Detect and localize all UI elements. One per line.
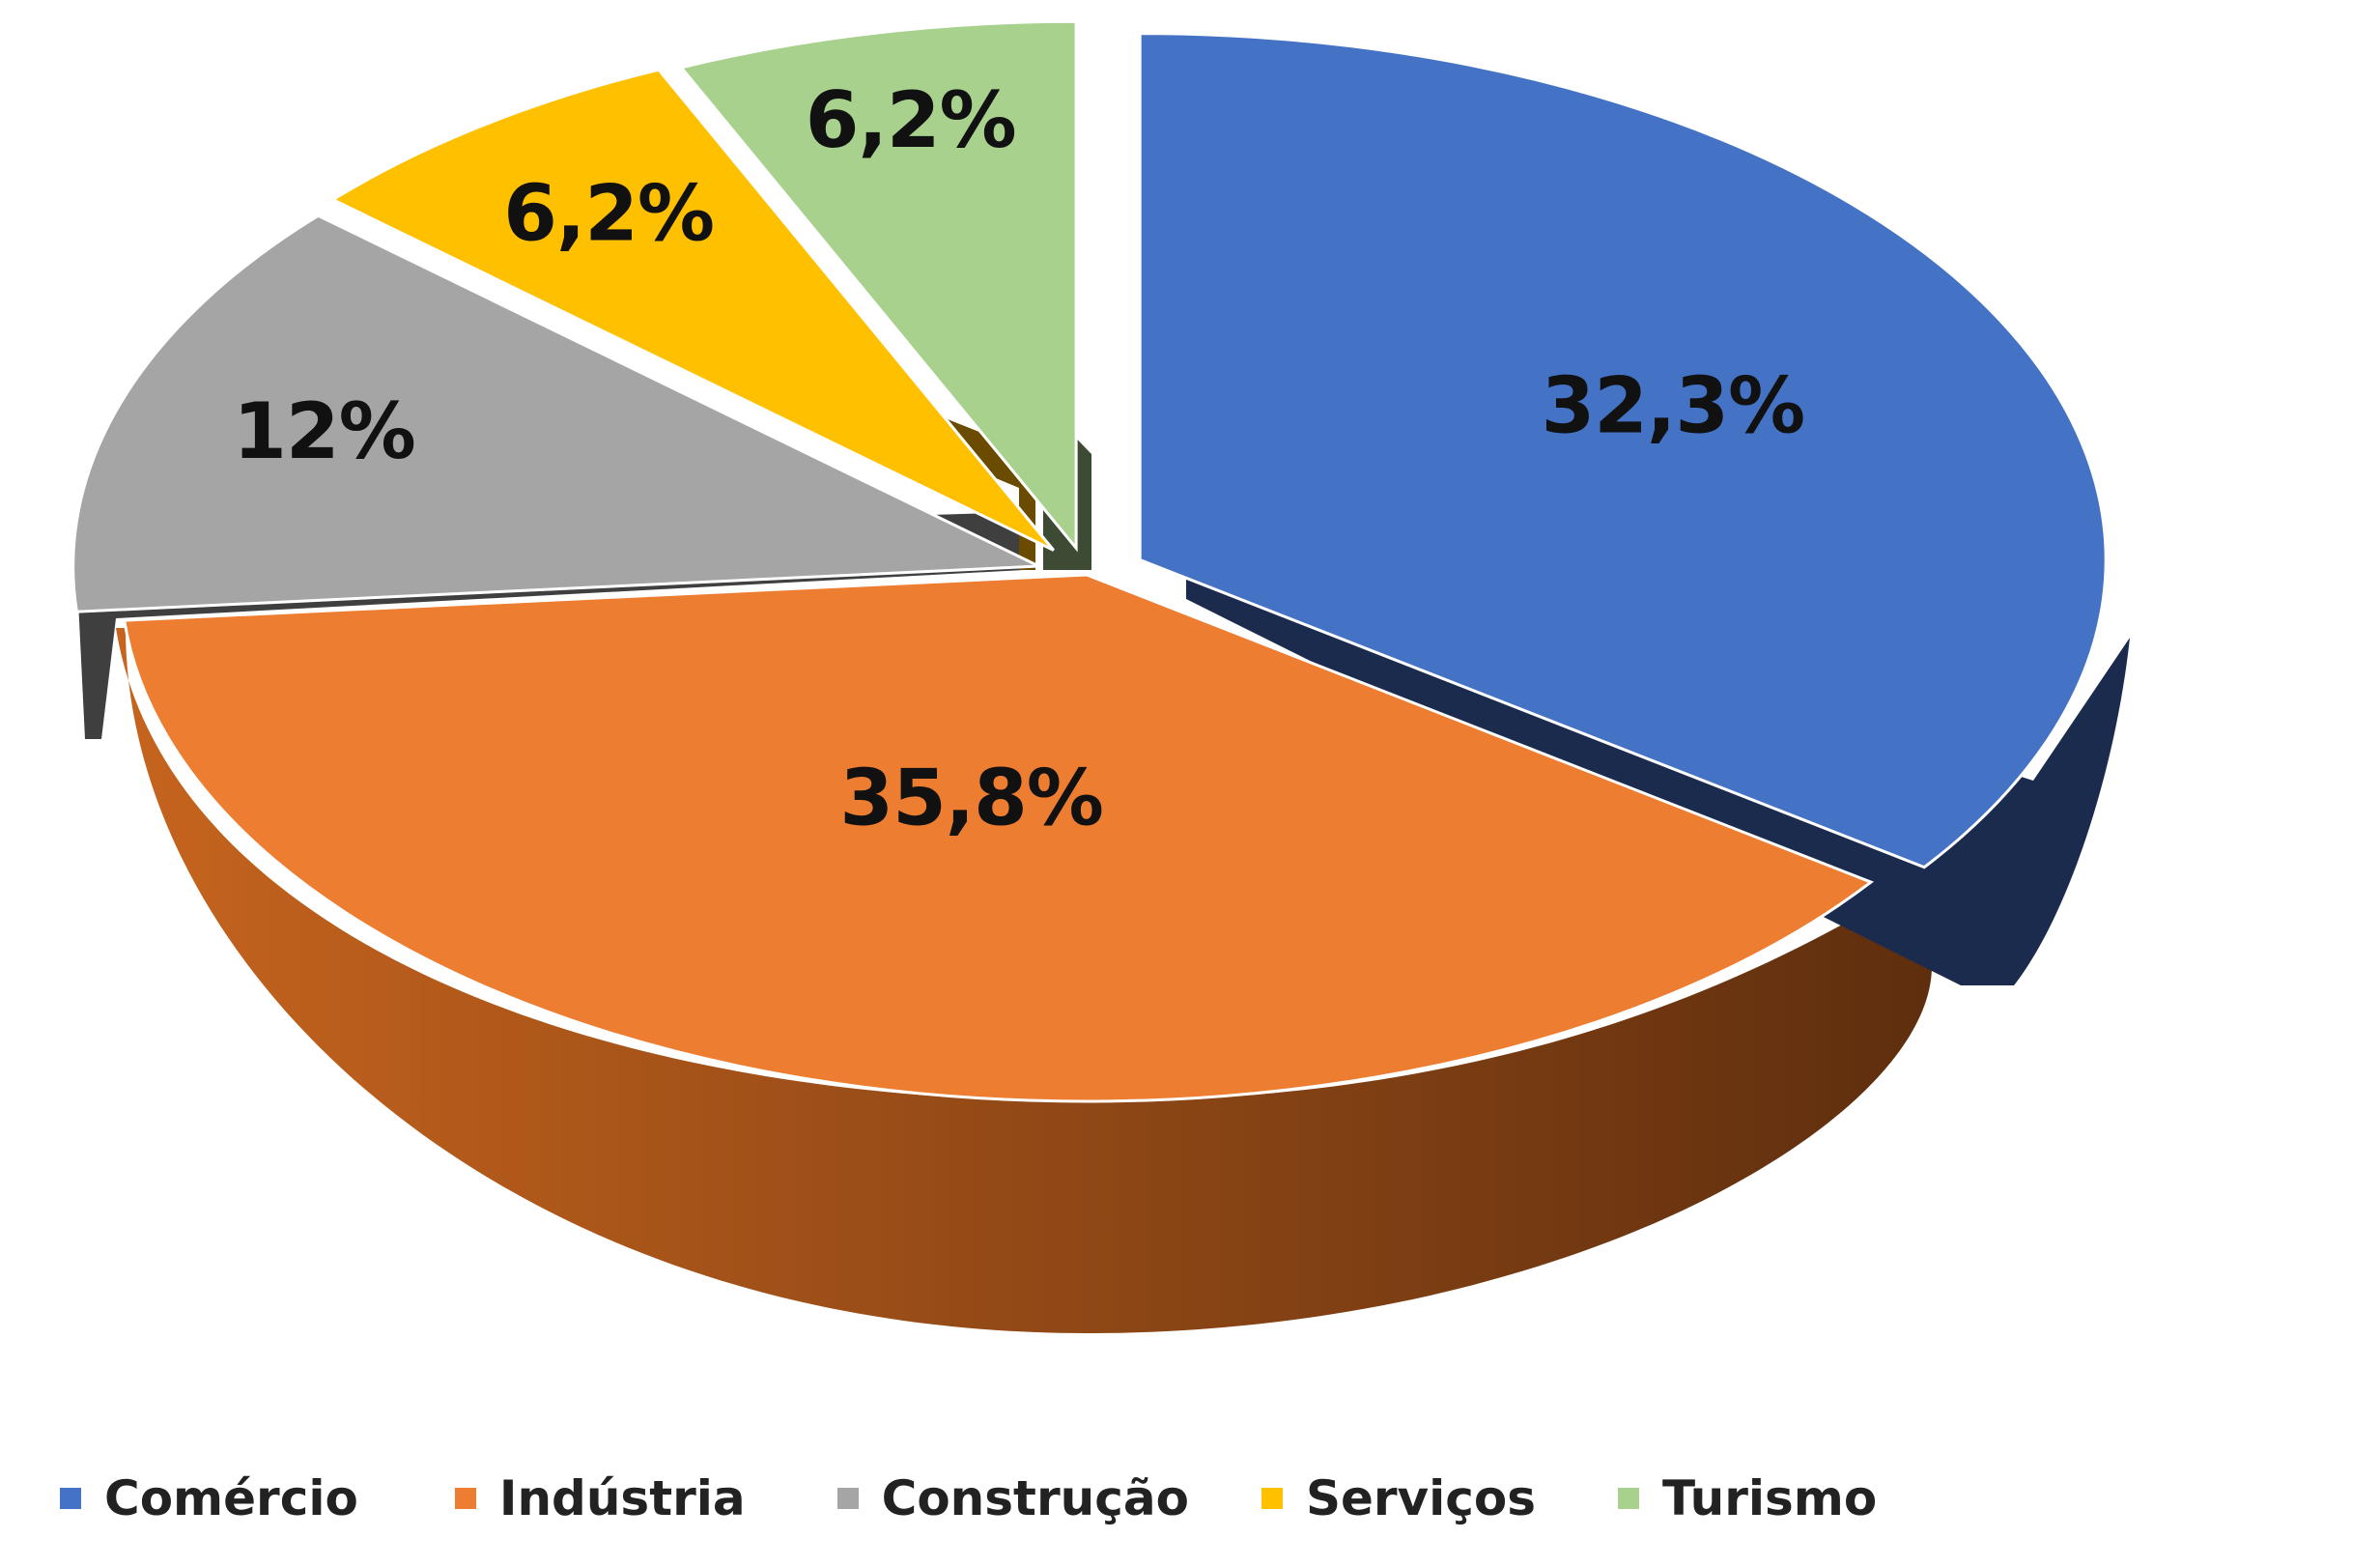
slice-label-turismo: 6,2% xyxy=(806,75,1016,165)
legend-swatch-servicos xyxy=(1261,1488,1283,1509)
legend-item-comercio: Comércio xyxy=(60,1470,358,1526)
pie-labels: 32,3% 35,8% 12% 6,2% 6,2% xyxy=(233,75,1805,842)
legend-label-construcao: Construção xyxy=(881,1470,1189,1526)
legend-item-turismo: Turismo xyxy=(1618,1470,1877,1526)
legend: Comércio Indústria Construção Serviços T… xyxy=(60,1470,1877,1526)
legend-swatch-industria xyxy=(454,1488,476,1509)
legend-label-servicos: Serviços xyxy=(1305,1470,1536,1526)
pie-slices xyxy=(71,19,2108,1103)
legend-item-construcao: Construção xyxy=(836,1470,1189,1526)
slice-label-servicos: 6,2% xyxy=(503,168,714,258)
pie-slice-servicos xyxy=(329,68,1055,552)
legend-swatch-comercio xyxy=(60,1488,81,1509)
pie-slice-comercio xyxy=(1138,32,2108,869)
slice-label-comercio: 32,3% xyxy=(1542,360,1805,450)
legend-swatch-turismo xyxy=(1618,1488,1639,1509)
legend-item-servicos: Serviços xyxy=(1261,1470,1536,1526)
pie-slice-industria-side xyxy=(116,628,1941,1333)
slice-label-industria: 35,8% xyxy=(839,753,1103,842)
legend-label-turismo: Turismo xyxy=(1662,1470,1878,1526)
pie-slice-turismo xyxy=(678,19,1078,553)
pie-slice-industria xyxy=(122,573,1875,1103)
legend-swatch-construcao xyxy=(836,1488,859,1509)
legend-label-industria: Indústria xyxy=(498,1470,746,1526)
legend-label-comercio: Comércio xyxy=(104,1470,358,1526)
pie-slice-construcao xyxy=(71,214,1040,613)
legend-item-industria: Indústria xyxy=(454,1470,746,1526)
slice-label-construcao: 12% xyxy=(233,386,414,476)
